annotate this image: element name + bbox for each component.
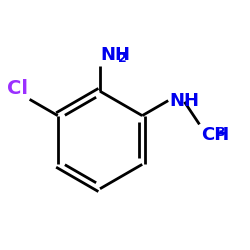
Text: CH: CH (201, 126, 229, 144)
Text: NH: NH (100, 46, 130, 64)
Text: 3: 3 (216, 126, 225, 140)
Text: Cl: Cl (8, 79, 28, 98)
Text: 2: 2 (118, 52, 127, 65)
Text: NH: NH (170, 92, 200, 110)
